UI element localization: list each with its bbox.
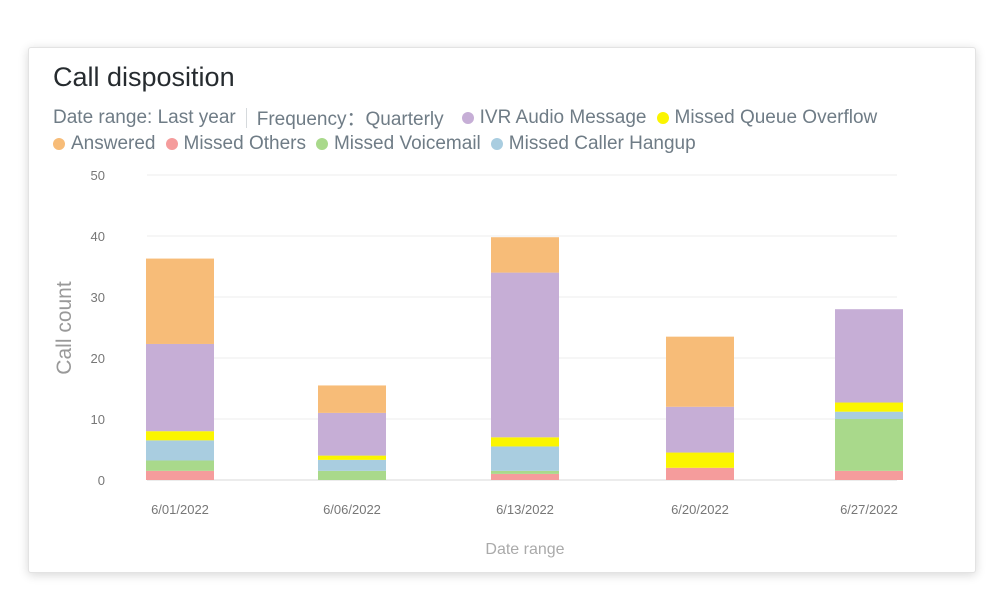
- x-tick-label: 6/13/2022: [496, 502, 554, 517]
- legend-item-answered[interactable]: Answered: [53, 133, 156, 155]
- divider: [245, 107, 247, 128]
- bar-segment: [835, 470, 903, 480]
- y-tick-label: 30: [91, 290, 105, 305]
- y-tick-label: 10: [91, 412, 105, 427]
- x-tick-label: 6/06/2022: [323, 502, 381, 517]
- bar-segment: [318, 385, 386, 413]
- x-tick-label: 6/27/2022: [840, 502, 898, 517]
- bar-segment: [318, 455, 386, 460]
- legend-label: IVR Audio Message: [479, 106, 647, 128]
- card-title: Call disposition: [53, 62, 235, 92]
- bar-segment: [491, 470, 559, 474]
- legend-swatch: [656, 111, 669, 124]
- legend-row-2: Answered Missed Others Missed Voicemail …: [53, 133, 706, 155]
- legend-label: Missed Caller Hangup: [508, 133, 696, 154]
- x-tick-label: 6/01/2022: [151, 502, 209, 517]
- frequency-label[interactable]: Frequency：Quarterly: [256, 109, 444, 130]
- y-tick-label: 0: [98, 473, 105, 488]
- legend-label: Missed Others: [183, 133, 306, 154]
- bar-segment: [491, 437, 559, 447]
- bar-segment: [318, 459, 386, 471]
- legend-item-missed-caller-hangup[interactable]: Missed Caller Hangup: [490, 133, 696, 155]
- legend-item-ivr-audio-message[interactable]: IVR Audio Message: [461, 106, 647, 129]
- bar-segment: [146, 343, 214, 432]
- stacked-bar-chart: 0 10 20 30 40 50 6/01/2022 6/06/2022 6/13/2022 6/…: [53, 168, 903, 558]
- bar-segment: [491, 272, 559, 438]
- bar-segment: [146, 258, 214, 344]
- legend-item-missed-queue-overflow[interactable]: Missed Queue Overflow: [656, 106, 878, 129]
- x-tick-label: 6/20/2022: [671, 502, 729, 517]
- legend-swatch: [165, 138, 178, 150]
- bar-segment: [666, 406, 734, 453]
- legend-swatch: [53, 138, 65, 150]
- x-axis-title: Date range: [485, 541, 564, 558]
- y-tick-label: 50: [91, 168, 105, 183]
- bar-segment: [835, 411, 903, 419]
- bar-segment: [491, 237, 559, 273]
- bar-segment: [835, 309, 903, 403]
- legend-swatch: [490, 138, 503, 150]
- legend-label: Missed Voicemail: [333, 133, 481, 154]
- bar-segment: [146, 440, 214, 461]
- legend-swatch: [315, 138, 328, 150]
- bar-segment: [146, 431, 214, 441]
- legend-label: Missed Queue Overflow: [674, 106, 878, 128]
- bar-segment: [666, 336, 734, 407]
- y-tick-label: 40: [91, 229, 105, 244]
- bar-segment: [835, 402, 903, 412]
- bar-segment: [318, 470, 386, 480]
- legend-label: Answered: [71, 133, 156, 154]
- legend-row-1: Date range: Last year Frequency：Quarterl…: [53, 104, 887, 131]
- bar-segment: [666, 467, 734, 480]
- chart-card: Call disposition Date range: Last year F…: [28, 47, 976, 573]
- bar-segment: [146, 470, 214, 480]
- legend-item-missed-others[interactable]: Missed Others: [165, 133, 306, 155]
- bar-segment: [666, 452, 734, 468]
- y-axis-title: Call count: [53, 281, 76, 375]
- bar-segment: [835, 419, 903, 471]
- bar-segment: [318, 412, 386, 456]
- date-range-label[interactable]: Date range: Last year: [53, 106, 236, 128]
- legend-item-missed-voicemail[interactable]: Missed Voicemail: [315, 133, 481, 155]
- bar-segment: [146, 460, 214, 471]
- legend-swatch: [461, 111, 474, 124]
- bar-segment: [491, 446, 559, 471]
- bar-segment: [491, 473, 559, 480]
- y-tick-label: 20: [91, 351, 105, 366]
